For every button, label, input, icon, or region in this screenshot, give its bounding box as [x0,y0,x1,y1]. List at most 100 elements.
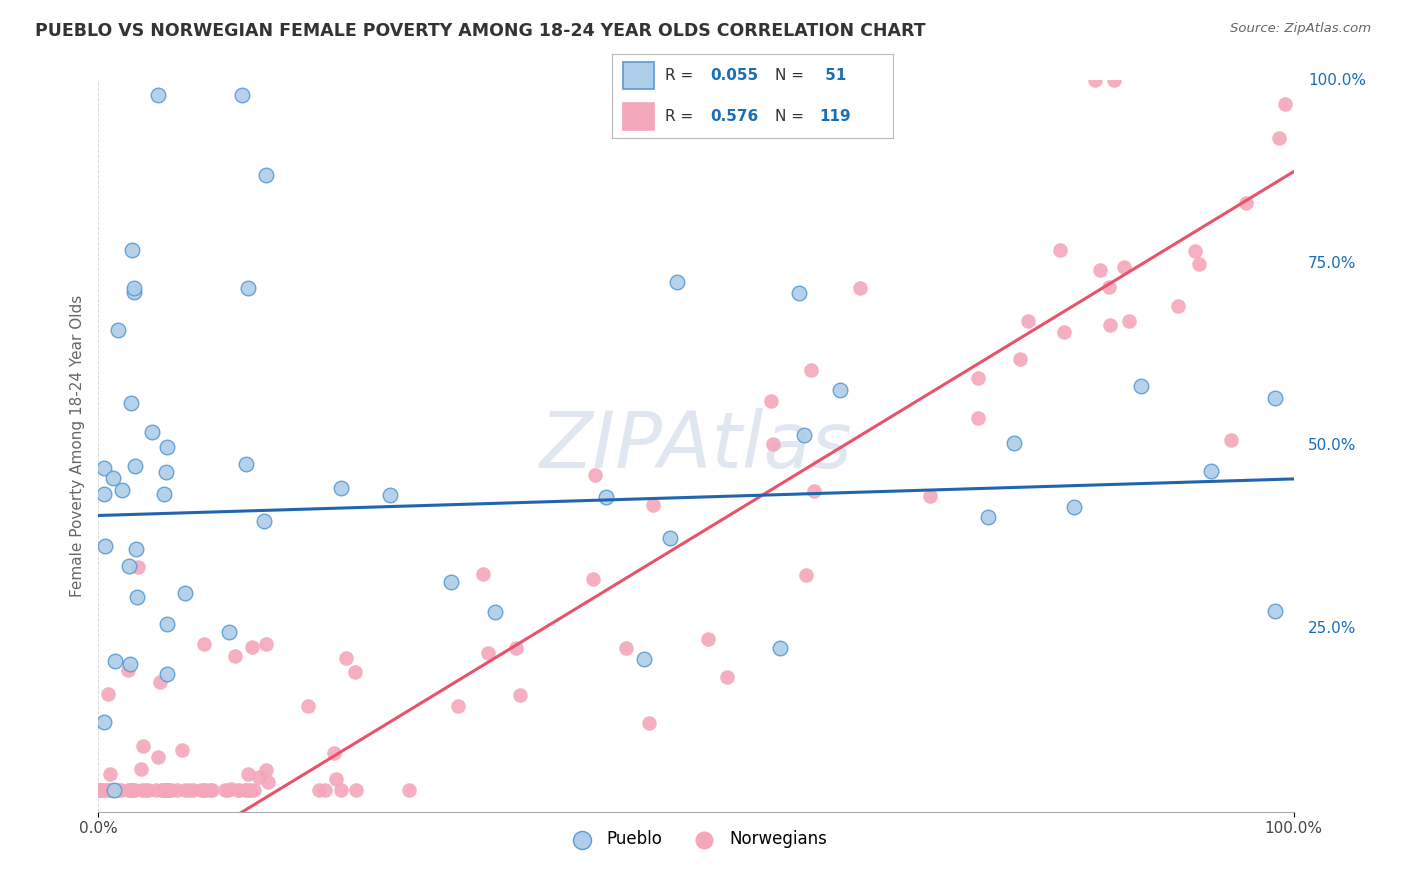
Point [124,281,146,295]
Point [967,411,990,425]
Point [156,440,179,454]
Point [200,782,222,797]
Text: ZIPAtlas: ZIPAtlas [540,408,852,484]
Text: 0.055: 0.055 [710,68,758,83]
Point [104,654,127,668]
Point [101,471,124,485]
Point [1167,299,1189,313]
Point [344,782,367,797]
Point [800,362,823,376]
Point [325,772,347,786]
Text: 50.0%: 50.0% [1308,439,1357,453]
Point [1130,379,1153,393]
Point [125,590,148,604]
Point [803,484,825,499]
Point [145,782,167,797]
Point [343,665,366,679]
Text: 0.576: 0.576 [710,109,758,124]
Point [153,487,176,501]
FancyBboxPatch shape [623,62,654,89]
Point [398,782,420,797]
Point [1264,604,1286,618]
Point [239,782,262,797]
Point [224,648,246,663]
Point [103,782,125,797]
Point [111,483,134,498]
Point [1090,262,1112,277]
Point [131,762,153,776]
Text: 75.0%: 75.0% [1308,256,1357,270]
FancyBboxPatch shape [623,103,654,130]
Point [150,782,173,797]
Point [217,782,239,797]
Point [181,782,204,797]
Point [156,782,179,797]
Point [335,650,357,665]
Point [93,487,115,501]
Point [918,489,941,503]
Text: Source: ZipAtlas.com: Source: ZipAtlas.com [1230,22,1371,36]
Point [122,285,145,300]
Point [218,624,240,639]
Point [107,782,129,797]
Text: PUEBLO VS NORWEGIAN FEMALE POVERTY AMONG 18-24 YEAR OLDS CORRELATION CHART: PUEBLO VS NORWEGIAN FEMALE POVERTY AMONG… [35,22,925,40]
Point [160,782,183,797]
Point [87,782,110,797]
Point [226,782,249,797]
Point [1052,326,1074,340]
Point [120,782,142,797]
Point [329,782,352,797]
Point [1049,244,1071,258]
Point [439,575,461,590]
Point [100,782,122,797]
Point [1002,435,1025,450]
Point [638,715,661,730]
Point [93,782,115,797]
Point [297,699,319,714]
Point [330,482,353,496]
Point [148,87,170,102]
Point [1063,500,1085,514]
Point [100,782,122,797]
Point [107,322,129,336]
Point [132,739,155,753]
Point [793,428,815,442]
Point [1268,131,1291,145]
Point [787,285,810,300]
Point [174,586,197,600]
Text: R =: R = [665,109,699,124]
Point [236,782,259,797]
Point [157,782,180,797]
Point [194,782,217,797]
Point [249,770,271,784]
Point [254,169,277,183]
Point [447,699,470,714]
Point [794,568,817,582]
Point [1234,196,1257,211]
Point [97,782,120,797]
Point [172,743,194,757]
Point [716,670,738,684]
Point [238,766,260,780]
Point [120,657,142,671]
Point [242,782,264,797]
Point [967,371,990,385]
Point [156,667,179,681]
Point [641,498,664,512]
Point [149,674,172,689]
Point [166,782,188,797]
Point [595,490,617,504]
Point [93,714,115,729]
Point [214,782,236,797]
Point [156,782,179,797]
Point [136,782,159,797]
Text: 100.0%: 100.0% [1308,73,1365,87]
Point [633,652,655,666]
Point [87,782,110,797]
Point [380,488,402,502]
Point [97,687,120,701]
Point [1084,73,1107,87]
Point [830,383,852,397]
Point [157,782,180,797]
Point [257,774,280,789]
